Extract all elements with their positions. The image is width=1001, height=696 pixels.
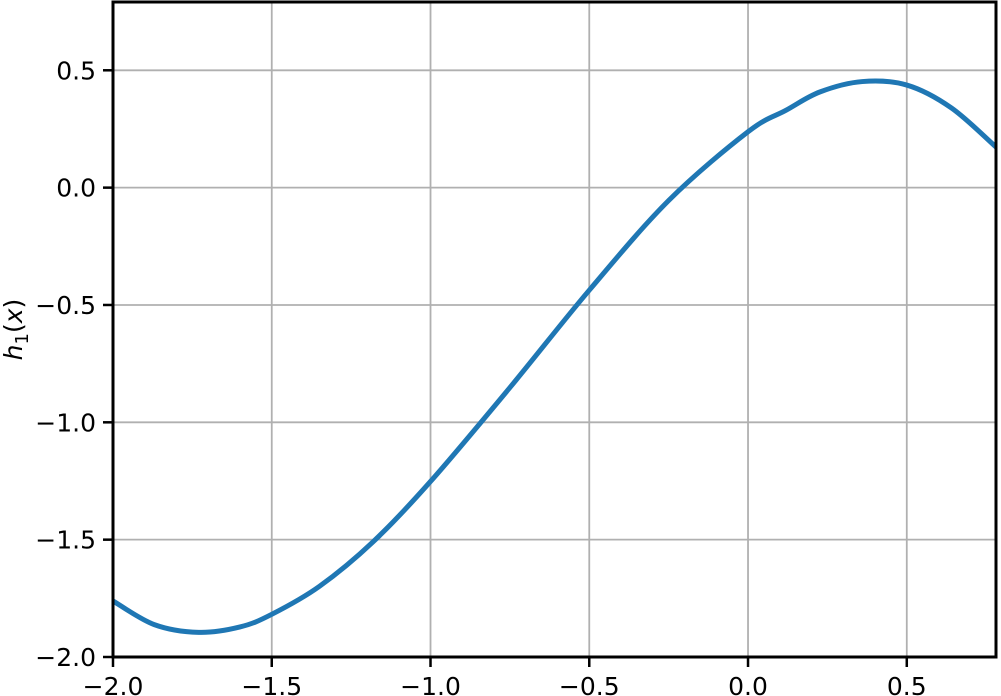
y-tick-label: −1.5: [35, 526, 96, 555]
x-tick-label: −1.5: [241, 672, 302, 696]
y-axis-label: h1(x): [0, 299, 33, 361]
y-tick-label: −0.5: [35, 291, 96, 320]
x-tick-label: −0.5: [559, 672, 620, 696]
curve-h-1-x-: [113, 78, 996, 635]
axes-frame: [111, 0, 998, 659]
x-tick-label: −1.0: [400, 672, 461, 696]
y-tick-label: −2.0: [35, 643, 96, 672]
x-tick-label: −2.0: [83, 672, 144, 696]
y-tick-label: 0.0: [56, 174, 96, 203]
y-tick-label: 0.5: [56, 56, 96, 85]
x-tick-label: 0.5: [887, 672, 927, 696]
x-tick-label: 0.0: [728, 672, 768, 696]
y-tick-label: −1.0: [35, 408, 96, 437]
